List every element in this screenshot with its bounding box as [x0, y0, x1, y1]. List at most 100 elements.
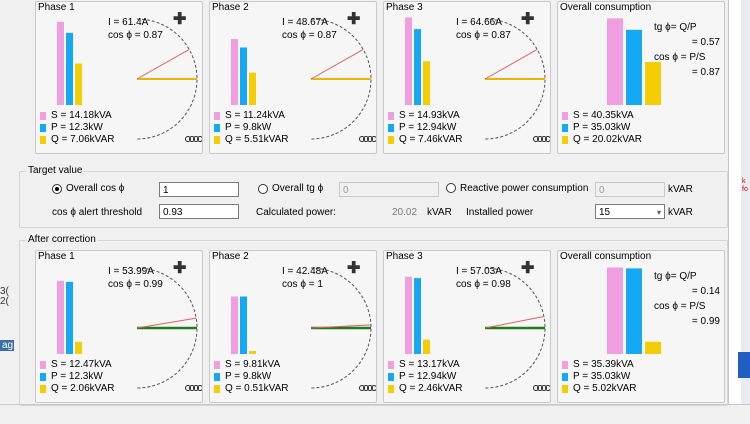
q-value: Q = 0.51kVAR: [225, 383, 289, 394]
bar-s: [57, 280, 64, 354]
phase-info: I = 61.4A cos ϕ = 0.87: [108, 16, 163, 42]
plus-icon[interactable]: ✚: [521, 260, 535, 277]
panel-title: Phase 2: [212, 251, 249, 262]
overall-tg-radio[interactable]: [258, 184, 268, 194]
cos-value: = 0.99: [691, 316, 720, 327]
phase-diagram: [405, 17, 550, 142]
bar-q: [75, 341, 82, 354]
alert-threshold-input[interactable]: 0.93: [159, 204, 239, 219]
reactive-power-input[interactable]: 0: [595, 182, 665, 197]
legend-swatch-q: [388, 385, 394, 393]
tg-value: = 0.57: [691, 37, 720, 48]
compensation-window: Phase 1 I = 61.4A cos ϕ = 0.87 ✚ S = 14.…: [14, 0, 728, 406]
background-app-left: 3( 2( ag: [0, 0, 18, 423]
s-value: S = 40.35kVA: [573, 110, 634, 121]
installed-power-value: 15: [599, 207, 611, 218]
legend-swatch-s: [388, 112, 394, 120]
q-value: Q = 2.46kVAR: [399, 383, 463, 394]
bar-p: [240, 296, 247, 354]
bar-q: [645, 62, 661, 105]
legend-swatch-q: [388, 136, 394, 144]
bar-p: [626, 29, 642, 105]
bar-s: [231, 39, 238, 105]
bar-p: [414, 29, 421, 105]
legend-swatch-q: [214, 385, 220, 393]
phase-info: I = 48.67A cos ϕ = 0.87: [282, 16, 337, 42]
phase-panel: Phase 1 I = 61.4A cos ϕ = 0.87 ✚ S = 14.…: [35, 1, 203, 154]
cos-formula: cos ϕ = P/S: [654, 301, 706, 312]
group-title: Target value: [26, 165, 85, 176]
legend-swatch-p: [214, 124, 220, 132]
p-value: P = 12.3kW: [51, 371, 103, 382]
overall-panel: Overall consumption tg ϕ= Q/P = 0.57 cos…: [557, 1, 725, 154]
panel-title: Overall consumption: [560, 2, 652, 13]
legend: S = 11.24kVA P = 9.8kW Q = 5.51kVAR: [214, 110, 288, 146]
overall-tg-input[interactable]: 0: [339, 182, 439, 197]
tg-formula: tg ϕ= Q/P: [654, 271, 697, 282]
reactive-power-radio[interactable]: [446, 183, 456, 193]
cos-value: cos ϕ = 0.99: [108, 279, 163, 290]
current-vector-line: [136, 49, 190, 80]
plus-icon[interactable]: ✚: [347, 11, 361, 28]
calculated-power-value: 20.02: [392, 207, 418, 218]
s-value: S = 9.81kVA: [225, 359, 281, 370]
q-value: Q = 20.02kVAR: [573, 134, 643, 145]
current-vector-line: [484, 49, 538, 80]
p-value: P = 12.94kW: [399, 122, 457, 133]
background-text: k: [742, 178, 746, 185]
alert-threshold-label: cos ϕ alert threshold: [52, 207, 143, 218]
cos-value: cos ϕ = 0.87: [456, 30, 511, 41]
current-vector-line: [310, 49, 364, 80]
plus-icon[interactable]: ✚: [173, 11, 187, 28]
bar-p: [414, 278, 421, 354]
phase-diagram: [231, 18, 376, 142]
calculated-power-label: Calculated power:: [256, 207, 337, 218]
tg-formula: tg ϕ= Q/P: [654, 22, 697, 33]
phase-panel: Phase 1 I = 53.99A cos ϕ = 0.99 ✚ S = 12…: [35, 250, 203, 403]
current-value: I = 64.66A: [456, 17, 502, 28]
bar-q: [249, 72, 256, 105]
phase-arc: [136, 18, 198, 140]
legend-swatch-s: [562, 112, 568, 120]
q-value: Q = 5.51kVAR: [225, 134, 289, 145]
overall-cos-radio[interactable]: [52, 184, 62, 194]
panel-title: Overall consumption: [560, 251, 652, 262]
phase-arc: [484, 18, 546, 140]
coil-icon: [359, 385, 376, 391]
overall-cos-input[interactable]: 1: [159, 182, 239, 197]
bar-p: [626, 268, 642, 354]
p-value: P = 35.03kW: [573, 122, 631, 133]
overall-panel: Overall consumption tg ϕ= Q/P = 0.14 cos…: [557, 250, 725, 403]
legend-swatch-q: [562, 385, 568, 393]
legend: S = 12.47kVA P = 12.3kW Q = 2.06kVAR: [40, 359, 114, 395]
target-value-group: Target value: [19, 165, 728, 228]
current-value: I = 48.67A: [282, 17, 328, 28]
legend-swatch-p: [562, 373, 568, 381]
q-value: Q = 7.06kVAR: [51, 134, 115, 145]
legend-swatch-q: [562, 136, 568, 144]
cos-formula: cos ϕ = P/S: [654, 52, 706, 63]
s-value: S = 13.17kVA: [399, 359, 460, 370]
legend-swatch-q: [214, 136, 220, 144]
installed-power-select[interactable]: 15 ▾: [595, 204, 665, 219]
phase-info: I = 42.48A cos ϕ = 1: [282, 265, 328, 291]
legend-swatch-s: [40, 112, 46, 120]
plus-icon[interactable]: ✚: [173, 260, 187, 277]
panel-title: Phase 1: [38, 2, 75, 13]
cos-value: = 0.87: [691, 67, 720, 78]
legend-swatch-p: [388, 373, 394, 381]
cos-value: cos ϕ = 0.87: [282, 30, 337, 41]
plus-icon[interactable]: ✚: [347, 260, 361, 277]
bar-s: [57, 21, 64, 105]
current-value: I = 57.03A: [456, 266, 502, 277]
legend-swatch-q: [40, 385, 46, 393]
bar-p: [240, 47, 247, 105]
legend: S = 35.39kVA P = 35.03kW Q = 5.02kVAR: [562, 359, 636, 395]
phase-arc: [310, 18, 372, 140]
plus-icon[interactable]: ✚: [521, 11, 535, 28]
legend-swatch-s: [214, 112, 220, 120]
group-title: After correction: [26, 234, 98, 245]
phase-diagram: [405, 267, 550, 391]
legend: S = 13.17kVA P = 12.94kW Q = 2.46kVAR: [388, 359, 462, 395]
tg-value: = 0.14: [691, 286, 720, 297]
